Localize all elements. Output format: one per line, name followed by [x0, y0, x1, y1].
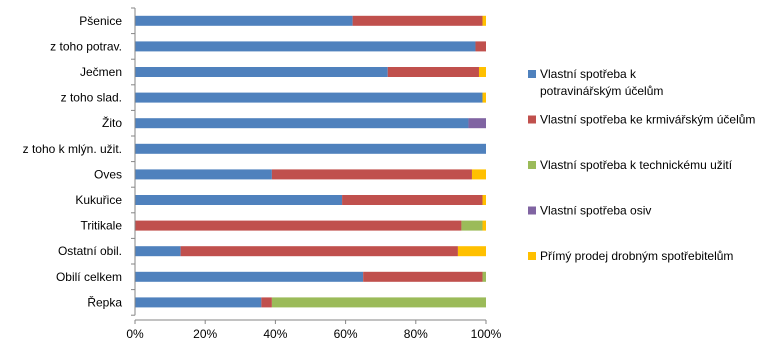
category-label-1: z toho potrav.: [50, 39, 122, 53]
bar-segment-1-0: [135, 41, 476, 52]
x-axis: 0% 20% 40% 60% 80% 100%: [126, 7, 502, 340]
bar-segment-2-4: [478, 67, 486, 77]
bar-segment-10-1: [363, 271, 483, 282]
bar-segment-2-1: [387, 67, 479, 77]
category-label-0: Pšenice: [79, 14, 122, 28]
bar-segment-9-1: [180, 246, 458, 257]
x-tick-label-0: 0%: [126, 327, 144, 340]
category-label-4: Žito: [102, 115, 122, 130]
category-label-7: Kukuřice: [75, 193, 122, 207]
bar-segment-5-0: [135, 143, 486, 154]
bar-segment-0-0: [135, 15, 353, 26]
category-label-8: Tritikale: [80, 219, 122, 233]
bar-segment-0-4: [482, 15, 486, 26]
legend-swatch-0: [528, 70, 536, 78]
bar-segment-7-0: [135, 195, 343, 205]
bar-segment-8-1: [135, 220, 462, 231]
bars-group: [135, 15, 486, 308]
legend: Vlastní spotřeba k potravinářským účelům V…: [528, 67, 755, 263]
category-label-2: Ječmen: [80, 65, 122, 79]
bar-segment-0-1: [352, 15, 483, 26]
category-label-11: Řepka: [87, 294, 122, 309]
x-tick-label-5: 100%: [471, 327, 502, 340]
legend-label-2: Vlastní spotřeba k technickému užití: [540, 158, 733, 172]
bar-segment-6-4: [471, 169, 486, 180]
bar-segment-6-1: [271, 169, 472, 180]
bar-segment-4-3: [468, 118, 486, 129]
category-labels: Pšenice z toho potrav. Ječmen z toho slad. Ž…: [23, 14, 123, 310]
bar-segment-6-0: [135, 169, 272, 180]
legend-label-1: Vlastní spotřeba ke krmivářským účelům: [540, 113, 755, 127]
legend-swatch-4: [528, 252, 536, 260]
legend-swatch-1: [528, 115, 536, 124]
bar-segment-8-2: [461, 220, 483, 231]
x-tick-label-3: 60%: [334, 327, 358, 340]
bar-segment-9-4: [457, 246, 486, 257]
legend-label-4: Přímý prodej drobným spotřebitelům: [540, 249, 733, 263]
x-tick-label-2: 40%: [263, 327, 287, 340]
bar-segment-8-4: [482, 220, 486, 231]
bar-segment-7-4: [482, 195, 486, 205]
category-label-6: Oves: [94, 167, 122, 181]
bar-segment-3-0: [135, 92, 483, 103]
bar-segment-9-0: [135, 246, 181, 257]
category-label-10: Obilí celkem: [56, 270, 122, 284]
legend-label-3: Vlastní spotřeba osiv: [540, 204, 651, 218]
category-label-9: Ostatní obil.: [58, 244, 122, 258]
bar-segment-4-0: [135, 118, 469, 129]
bar-segment-2-0: [135, 67, 388, 77]
bar-segment-11-1: [261, 297, 272, 308]
category-label-5: z toho k mlýn. užit.: [23, 142, 122, 156]
bar-segment-10-0: [135, 271, 364, 282]
bar-segment-10-2: [482, 271, 486, 282]
bar-segment-1-1: [475, 41, 486, 52]
legend-label-0: Vlastní spotřeba k potravinářským účelům: [540, 67, 663, 98]
bar-segment-11-2: [271, 297, 486, 308]
bar-segment-7-1: [342, 195, 483, 205]
x-tick-label-4: 80%: [404, 327, 428, 340]
bar-segment-3-4: [482, 92, 486, 103]
x-tick-label-1: 20%: [193, 327, 217, 340]
bar-segment-11-0: [135, 297, 262, 308]
legend-swatch-2: [528, 161, 536, 169]
legend-swatch-3: [528, 206, 536, 215]
category-label-3: z toho slad.: [61, 91, 122, 105]
